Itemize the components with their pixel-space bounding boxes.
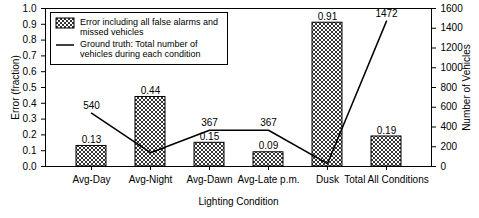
svg-text:Avg-Late p.m.: Avg-Late p.m. — [237, 174, 299, 185]
svg-text:1400: 1400 — [441, 22, 464, 33]
svg-text:Error (fraction): Error (fraction) — [10, 55, 21, 119]
svg-text:0.6: 0.6 — [23, 66, 37, 77]
svg-text:Number of Vehicles: Number of Vehicles — [461, 44, 472, 131]
svg-text:367: 367 — [201, 117, 218, 128]
svg-text:0.0: 0.0 — [23, 161, 37, 172]
svg-text:Total All Conditions: Total All Conditions — [344, 174, 429, 185]
svg-text:Avg-Day: Avg-Day — [72, 174, 110, 185]
svg-text:367: 367 — [260, 117, 277, 128]
svg-text:0.8: 0.8 — [23, 34, 37, 45]
svg-text:0.5: 0.5 — [23, 82, 37, 93]
svg-text:0.1: 0.1 — [23, 145, 37, 156]
svg-text:0.15: 0.15 — [199, 131, 220, 142]
svg-text:1000: 1000 — [440, 62, 463, 73]
svg-text:Avg-Dawn: Avg-Dawn — [187, 174, 233, 185]
svg-text:0.19: 0.19 — [377, 125, 397, 136]
svg-text:540: 540 — [83, 100, 100, 111]
html-text:Error including all false alar: Error including all false alarms and mis… — [80, 17, 219, 37]
svg-text:600: 600 — [441, 101, 458, 112]
svg-text:800: 800 — [441, 82, 458, 93]
svg-text:400: 400 — [441, 121, 458, 132]
svg-text:0.4: 0.4 — [23, 98, 37, 109]
svg-text:1.0: 1.0 — [23, 3, 37, 14]
svg-text:0.7: 0.7 — [23, 50, 37, 61]
svg-text:0.3: 0.3 — [23, 113, 37, 124]
svg-text:0.91: 0.91 — [318, 11, 338, 22]
svg-text:0.13: 0.13 — [82, 134, 102, 145]
svg-text:1600: 1600 — [441, 3, 464, 14]
svg-text:Dusk: Dusk — [316, 174, 340, 185]
svg-text:Avg-Night: Avg-Night — [129, 174, 173, 185]
html-text:Ground truth: Total number of: Ground truth: Total number of vehicles d… — [80, 39, 201, 59]
svg-text:1472: 1472 — [375, 8, 398, 19]
svg-text:0.2: 0.2 — [23, 129, 37, 140]
svg-text:0.9: 0.9 — [23, 19, 37, 30]
svg-text:0.09: 0.09 — [259, 140, 279, 151]
svg-text:0.44: 0.44 — [141, 85, 161, 96]
svg-text:200: 200 — [441, 141, 458, 152]
svg-text:1200: 1200 — [440, 42, 463, 54]
svg-text:0: 0 — [441, 161, 447, 172]
svg-text:Lighting Condition: Lighting Condition — [198, 196, 278, 207]
